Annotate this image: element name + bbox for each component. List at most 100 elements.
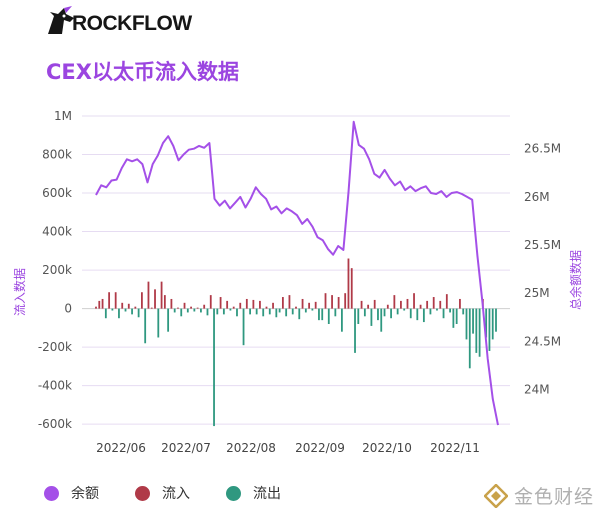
inflow-bar (226, 300, 229, 309)
inflow-bar (170, 298, 173, 309)
inflow-bar (413, 293, 415, 309)
x-tick-label: 2022/06 (96, 441, 146, 455)
right-tick-label: 26.5M (524, 142, 561, 156)
outflow-bar (475, 308, 478, 353)
inflow-bar (177, 307, 179, 309)
inflow-bar (337, 297, 340, 309)
x-tick-label: 2022/08 (226, 441, 276, 455)
outflow-bar (275, 308, 278, 318)
outflow-bar (334, 308, 337, 317)
right-tick-label: 25.5M (524, 238, 561, 252)
outflow-bar (311, 308, 314, 311)
outflow-bar (341, 308, 343, 332)
legend-balance-label: 余额 (71, 486, 99, 502)
inflow-bar (281, 297, 284, 309)
inflow-bar (393, 295, 396, 309)
chart-title: CEX以太币流入数据 (46, 60, 239, 84)
inflow-bar (459, 298, 461, 309)
brand-name: ROCKFLOW (72, 12, 192, 35)
outflow-bar (186, 308, 189, 313)
chart-canvas: 1M 800k 600k 400k 200k 0 -200k -400k -600k 26.5M 2… (12, 109, 583, 455)
inflow-bar (350, 268, 353, 309)
outflow-bar (468, 308, 471, 369)
inflow-bar (314, 301, 317, 309)
inflow-bar (209, 295, 212, 309)
inflow-bar (344, 293, 347, 309)
outflow-bar (370, 308, 373, 326)
outflow-bar (193, 308, 196, 312)
inflow-bar (154, 289, 156, 309)
outflow-bar (131, 308, 133, 315)
outflow-bar (363, 308, 366, 317)
inflow-bar (150, 307, 153, 309)
inflow-bar (324, 293, 327, 309)
x-tick-label: 2022/07 (161, 441, 211, 455)
inflow-bar (288, 295, 291, 309)
outflow-bar (180, 308, 183, 317)
inflow-bar (190, 306, 192, 309)
inflow-bar (360, 300, 363, 309)
outflow-bar (478, 308, 481, 357)
inflow-bar (163, 295, 166, 309)
outflow-bar (409, 308, 412, 319)
inflow-bar (101, 298, 104, 309)
inflow-bar (121, 302, 124, 309)
inflow-bar (196, 307, 199, 309)
inflow-bar (406, 298, 409, 309)
outflow-bar (304, 308, 307, 313)
inflow-bar (426, 300, 429, 309)
left-tick-label: 800k (42, 148, 72, 162)
inflow-bar (252, 299, 255, 309)
outflow-bar (118, 308, 120, 319)
right-tick-label: 25M (524, 286, 550, 300)
inflow-bar (439, 300, 442, 309)
outflow-bar (242, 308, 245, 346)
left-tick-label: 400k (42, 225, 72, 239)
legend-item-inflow: 流入 (135, 483, 190, 503)
balance-line (95, 120, 499, 426)
outflow-bar (491, 308, 494, 340)
left-tick-label: 0 (64, 302, 72, 316)
inflow-bar (232, 306, 235, 309)
watermark: 金色财经 (484, 482, 594, 509)
outflow-bar (390, 308, 392, 319)
inflow-bar (147, 281, 150, 309)
outflow-bar (318, 308, 320, 321)
legend-outflow-dot (226, 485, 241, 501)
outflow-bar (200, 308, 202, 313)
outflow-bar (357, 308, 360, 324)
outflow-bar (442, 308, 445, 319)
outflow-bar (436, 308, 438, 311)
inflow-bar (108, 292, 111, 309)
outflow-bar (383, 308, 386, 317)
x-tick-label: 2022/11 (430, 441, 480, 455)
outflow-bar (249, 308, 251, 315)
inflow-bar (259, 300, 261, 309)
left-axis-title: 流入数据 (12, 268, 27, 316)
chart-legend: 余额 流入 流出 (44, 483, 317, 503)
outflow-bar (462, 308, 465, 315)
outflow-bar (262, 308, 265, 317)
inflow-bar (141, 292, 143, 309)
outflow-bar (173, 308, 176, 313)
outflow-bar (298, 308, 301, 320)
inflow-bar (386, 304, 389, 309)
left-tick-label: 200k (42, 263, 72, 277)
outflow-bar (144, 308, 147, 344)
outflow-bar (485, 308, 488, 338)
legend-item-outflow: 流出 (226, 483, 281, 503)
outflow-bar (403, 308, 406, 311)
inflow-bar (134, 306, 137, 309)
outflow-bar (449, 308, 451, 313)
right-axis-title: 总余额数据 (568, 250, 583, 310)
outflow-bar (472, 308, 474, 334)
outflow-bar (422, 308, 425, 323)
inflow-bar (98, 300, 101, 309)
inflow-bar (432, 297, 435, 309)
legend-inflow-dot (135, 485, 150, 501)
inflow-bar (308, 302, 311, 309)
outflow-bar (167, 308, 170, 332)
legend-balance-dot (44, 485, 59, 501)
outflow-bar (354, 308, 356, 353)
left-tick-label: -600k (38, 417, 72, 431)
